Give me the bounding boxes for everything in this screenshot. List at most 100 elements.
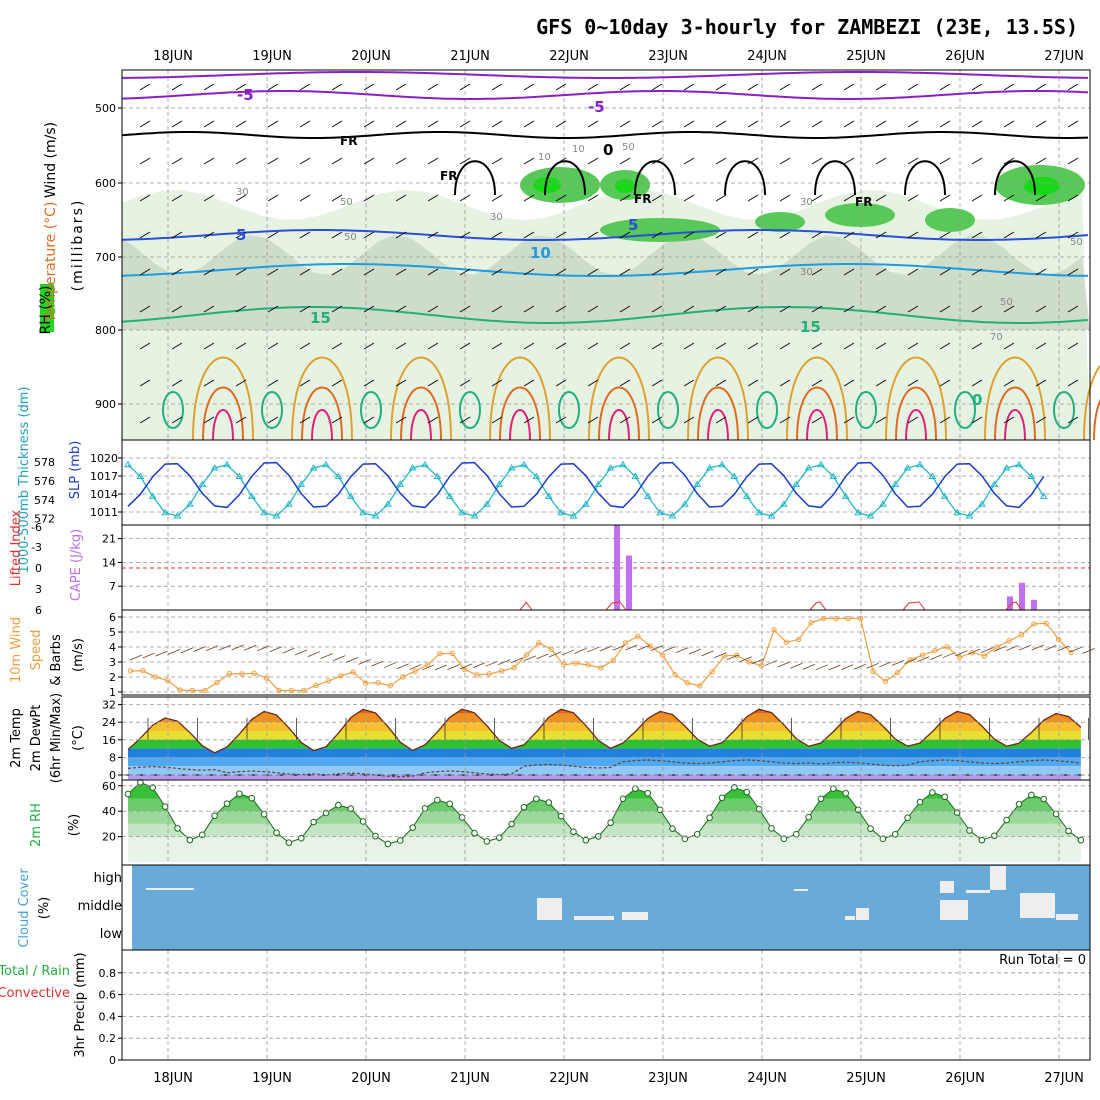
wind-barb	[939, 342, 951, 350]
temp-loop-25	[796, 386, 838, 441]
surface-wind-barb	[777, 661, 790, 668]
surface-wind-barb	[460, 663, 473, 670]
wind-barb	[875, 379, 887, 387]
wind-barb	[459, 416, 471, 424]
wind-barb	[1067, 157, 1079, 165]
wind-barb	[299, 157, 311, 165]
rh-ylabel: 2m RH	[29, 803, 44, 847]
wind-ylabel-b: Speed	[29, 630, 44, 671]
thickness-marker	[1039, 492, 1048, 499]
wind-barb	[1067, 194, 1079, 202]
wind-barb	[459, 231, 471, 239]
thickness-marker	[272, 512, 281, 519]
wind-barb	[587, 120, 599, 128]
cape-bar	[1007, 596, 1013, 610]
temp2m-panel: 32 24 16 8 0	[102, 696, 1091, 782]
thickness-marker	[520, 460, 528, 468]
top-date-label: 19JUN	[252, 49, 292, 64]
rh-marker	[953, 809, 961, 816]
wind-speed-marker	[857, 615, 864, 622]
rh-marker	[817, 795, 825, 803]
cloud-ylabel-unit: (%)	[37, 897, 52, 920]
rh-marker	[545, 799, 553, 806]
wind-barb	[523, 83, 535, 91]
wind-speed-marker	[424, 662, 431, 668]
y-tick-label: 0	[109, 1054, 116, 1067]
wind-barb	[331, 305, 343, 313]
wind-barb	[939, 120, 951, 128]
wind-barb	[267, 83, 279, 91]
wind-speed-marker	[956, 654, 963, 661]
wind-speed-marker	[1055, 636, 1062, 643]
rh-marker	[161, 803, 169, 810]
wind-barb	[651, 379, 663, 387]
top-date-label: 25JUN	[846, 49, 886, 64]
wind-barb	[203, 157, 215, 165]
wind-barb	[491, 268, 503, 276]
wind-barb	[811, 83, 823, 91]
thickness-marker	[198, 480, 207, 487]
top-date-label: 22JUN	[549, 49, 589, 64]
wind-barb	[363, 305, 375, 313]
thickness-marker	[544, 492, 553, 499]
rh-marker	[335, 801, 342, 809]
thickness-line	[127, 464, 1045, 517]
li-tick-label: 3	[35, 583, 42, 596]
rh-marker	[483, 838, 491, 845]
wind-barb	[1067, 83, 1079, 91]
wind-barb	[875, 120, 887, 128]
wind-barb	[811, 268, 823, 276]
y-tick-label: 2	[109, 671, 116, 684]
freezing-bump	[814, 160, 856, 196]
thk-ylabel: 1000-500mb Thickness (dm)	[17, 386, 32, 573]
surface-wind-barb	[853, 663, 867, 670]
wind-barb	[363, 268, 375, 276]
temp-band	[128, 775, 1081, 780]
wind-barb	[779, 379, 791, 387]
wind-barb	[139, 305, 151, 313]
thickness-marker	[396, 480, 405, 487]
wind-barb	[1003, 416, 1015, 424]
wind-speed-marker	[845, 615, 851, 622]
rh-contour-label: 50	[344, 232, 357, 243]
wind-barb	[459, 194, 471, 202]
surface-wind-barb	[625, 644, 638, 651]
bottom-date-label: 21JUN	[450, 1071, 490, 1086]
wind-speed-marker	[919, 652, 926, 658]
wind-speed-marker	[375, 680, 381, 686]
temp-loop-25	[202, 386, 244, 441]
wind-barb	[299, 83, 311, 91]
thickness-marker	[990, 480, 999, 487]
wind-barb	[1035, 305, 1047, 313]
thickness-marker	[309, 464, 318, 471]
wind-barb	[139, 231, 151, 239]
wind-speed-marker	[1031, 621, 1037, 627]
wind-speed-marker	[882, 678, 889, 685]
thickness-marker	[965, 512, 974, 519]
thickness-marker	[185, 500, 194, 507]
wind-barb	[395, 268, 407, 276]
thickness-marker	[334, 472, 343, 480]
wind-barb	[747, 416, 759, 424]
surface-wind-barb	[650, 645, 663, 651]
wind-barb	[715, 305, 727, 313]
wind-speed-marker	[820, 615, 827, 622]
wind-barb	[779, 157, 791, 165]
wind-barb	[523, 342, 535, 350]
upper-ylabel-temp: Temperature (°C)	[43, 202, 59, 324]
wind-barb	[491, 120, 503, 128]
top-date-label: 21JUN	[450, 49, 490, 64]
top-date-axis: 18JUN 19JUN 20JUN 21JUN 22JUN 23JUN 24JUN 25JUN…	[153, 49, 1084, 64]
wind-speed-marker	[140, 668, 146, 674]
wind-barb	[523, 231, 535, 239]
thickness-marker	[742, 492, 751, 499]
wind-barb	[619, 83, 631, 91]
wind-speed-marker	[684, 680, 691, 686]
wind-barb	[907, 231, 919, 239]
wind-barb	[971, 342, 983, 350]
thickness-marker	[668, 512, 677, 519]
surface-wind-barb	[206, 645, 219, 652]
wind-speed-marker	[164, 677, 171, 684]
temp-loop-25	[697, 386, 739, 441]
surface-wind-barb	[815, 664, 828, 671]
